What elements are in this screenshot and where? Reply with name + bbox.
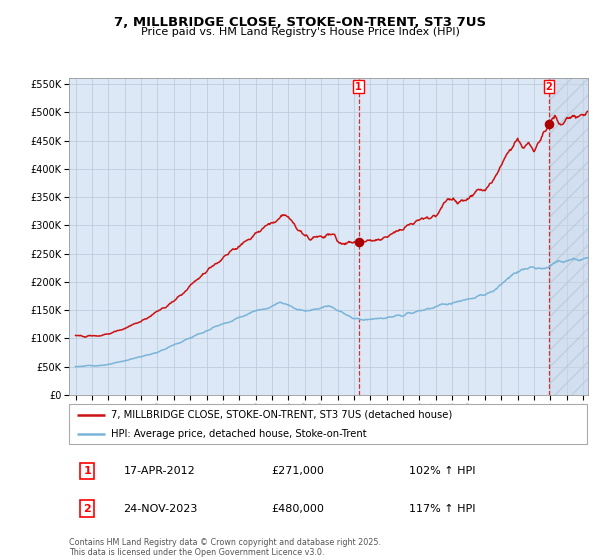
Text: HPI: Average price, detached house, Stoke-on-Trent: HPI: Average price, detached house, Stok… <box>110 429 366 439</box>
Text: Contains HM Land Registry data © Crown copyright and database right 2025.
This d: Contains HM Land Registry data © Crown c… <box>69 538 381 557</box>
Text: 102% ↑ HPI: 102% ↑ HPI <box>409 466 476 476</box>
Text: 117% ↑ HPI: 117% ↑ HPI <box>409 504 476 514</box>
Text: 2: 2 <box>83 504 91 514</box>
Text: £271,000: £271,000 <box>271 466 324 476</box>
Text: Price paid vs. HM Land Registry's House Price Index (HPI): Price paid vs. HM Land Registry's House … <box>140 27 460 37</box>
Text: 1: 1 <box>83 466 91 476</box>
Text: 7, MILLBRIDGE CLOSE, STOKE-ON-TRENT, ST3 7US: 7, MILLBRIDGE CLOSE, STOKE-ON-TRENT, ST3… <box>114 16 486 29</box>
FancyBboxPatch shape <box>69 404 587 445</box>
Text: £480,000: £480,000 <box>271 504 324 514</box>
Text: 17-APR-2012: 17-APR-2012 <box>124 466 196 476</box>
Text: 7, MILLBRIDGE CLOSE, STOKE-ON-TRENT, ST3 7US (detached house): 7, MILLBRIDGE CLOSE, STOKE-ON-TRENT, ST3… <box>110 409 452 419</box>
Point <box>544 119 554 128</box>
Text: 24-NOV-2023: 24-NOV-2023 <box>122 504 197 514</box>
Point <box>354 237 364 246</box>
Text: 1: 1 <box>355 82 362 92</box>
Text: 2: 2 <box>545 82 552 92</box>
Bar <box>549 78 588 395</box>
